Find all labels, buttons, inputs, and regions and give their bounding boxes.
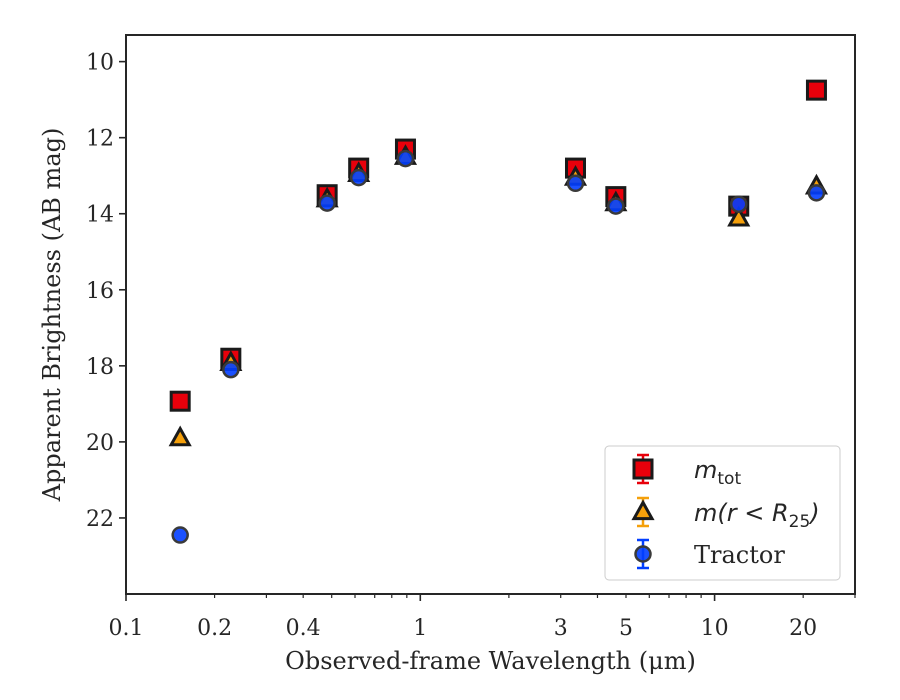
circle-marker (807, 184, 826, 202)
x-tick-label: 10 (701, 616, 729, 641)
legend-label-mr25-main: m(r < R (694, 499, 789, 527)
x-tick-label: 1 (413, 616, 427, 641)
data-point (805, 79, 827, 101)
y-axis-label: Apparent Brightness (AB mag) (38, 128, 66, 503)
x-tick-label: 0.1 (109, 616, 144, 641)
x-tick-label: 5 (619, 616, 633, 641)
plot-frame (125, 34, 856, 595)
legend-markers (631, 453, 655, 570)
square-marker (805, 79, 827, 101)
data-points (168, 79, 829, 544)
data-point (168, 425, 192, 447)
data-point (729, 195, 748, 213)
x-axis-ticks: 0.1 0.2 0.4 1 3 5 10 20 (109, 594, 856, 641)
x-tick-label: 3 (554, 616, 568, 641)
series-2 (171, 149, 826, 544)
legend-label-mtot: mtot (694, 456, 741, 489)
y-tick-label: 10 (86, 51, 114, 76)
data-point (807, 184, 826, 202)
y-tick-label: 20 (86, 431, 114, 456)
triangle-marker (631, 499, 655, 521)
y-tick-label: 18 (86, 355, 114, 380)
circle-marker (729, 195, 748, 213)
data-point (171, 526, 189, 544)
legend-label-mr25-end: ) (808, 499, 819, 527)
legend-label-tractor: Tractor (694, 541, 785, 569)
data-point (318, 194, 336, 212)
circle-marker (171, 526, 189, 544)
data-point (169, 390, 191, 412)
legend-box (604, 445, 841, 581)
legend-label-mtot-sub: tot (717, 469, 741, 489)
circle-marker (634, 545, 652, 563)
legend-label-mr25-sub: 25 (789, 512, 811, 532)
y-tick-label: 22 (86, 507, 114, 532)
data-point (349, 168, 368, 187)
x-axis-label: Observed-frame Wavelength (μm) (285, 647, 696, 675)
square-marker (632, 458, 654, 480)
square-marker (169, 390, 191, 412)
triangle-marker (727, 205, 751, 227)
legend-marker-2 (634, 538, 652, 570)
circle-marker (607, 197, 625, 215)
legend-label-mr25: m(r < R25) (694, 499, 820, 532)
circle-marker (396, 149, 415, 168)
legend-marker-1 (631, 496, 655, 528)
y-axis-ticks: 10 12 14 16 18 20 22 (86, 51, 126, 532)
x-tick-label: 0.4 (286, 616, 321, 641)
y-tick-label: 12 (86, 127, 114, 152)
x-tick-label: 0.2 (197, 616, 232, 641)
y-tick-label: 16 (86, 279, 114, 304)
data-point (222, 360, 240, 379)
triangle-marker (168, 425, 192, 447)
data-point (566, 174, 585, 193)
y-tick-label: 14 (86, 203, 114, 228)
legend: mtot m(r < R25) Tractor (604, 445, 841, 581)
legend-label-mtot-main: m (694, 456, 717, 484)
circle-marker (222, 360, 240, 379)
x-tick-label: 20 (789, 616, 817, 641)
circle-marker (566, 174, 585, 193)
data-point (607, 197, 625, 215)
legend-marker-0 (632, 453, 654, 485)
circle-marker (318, 194, 336, 212)
data-point (727, 205, 751, 227)
circle-marker (349, 168, 368, 187)
data-point (396, 149, 415, 168)
